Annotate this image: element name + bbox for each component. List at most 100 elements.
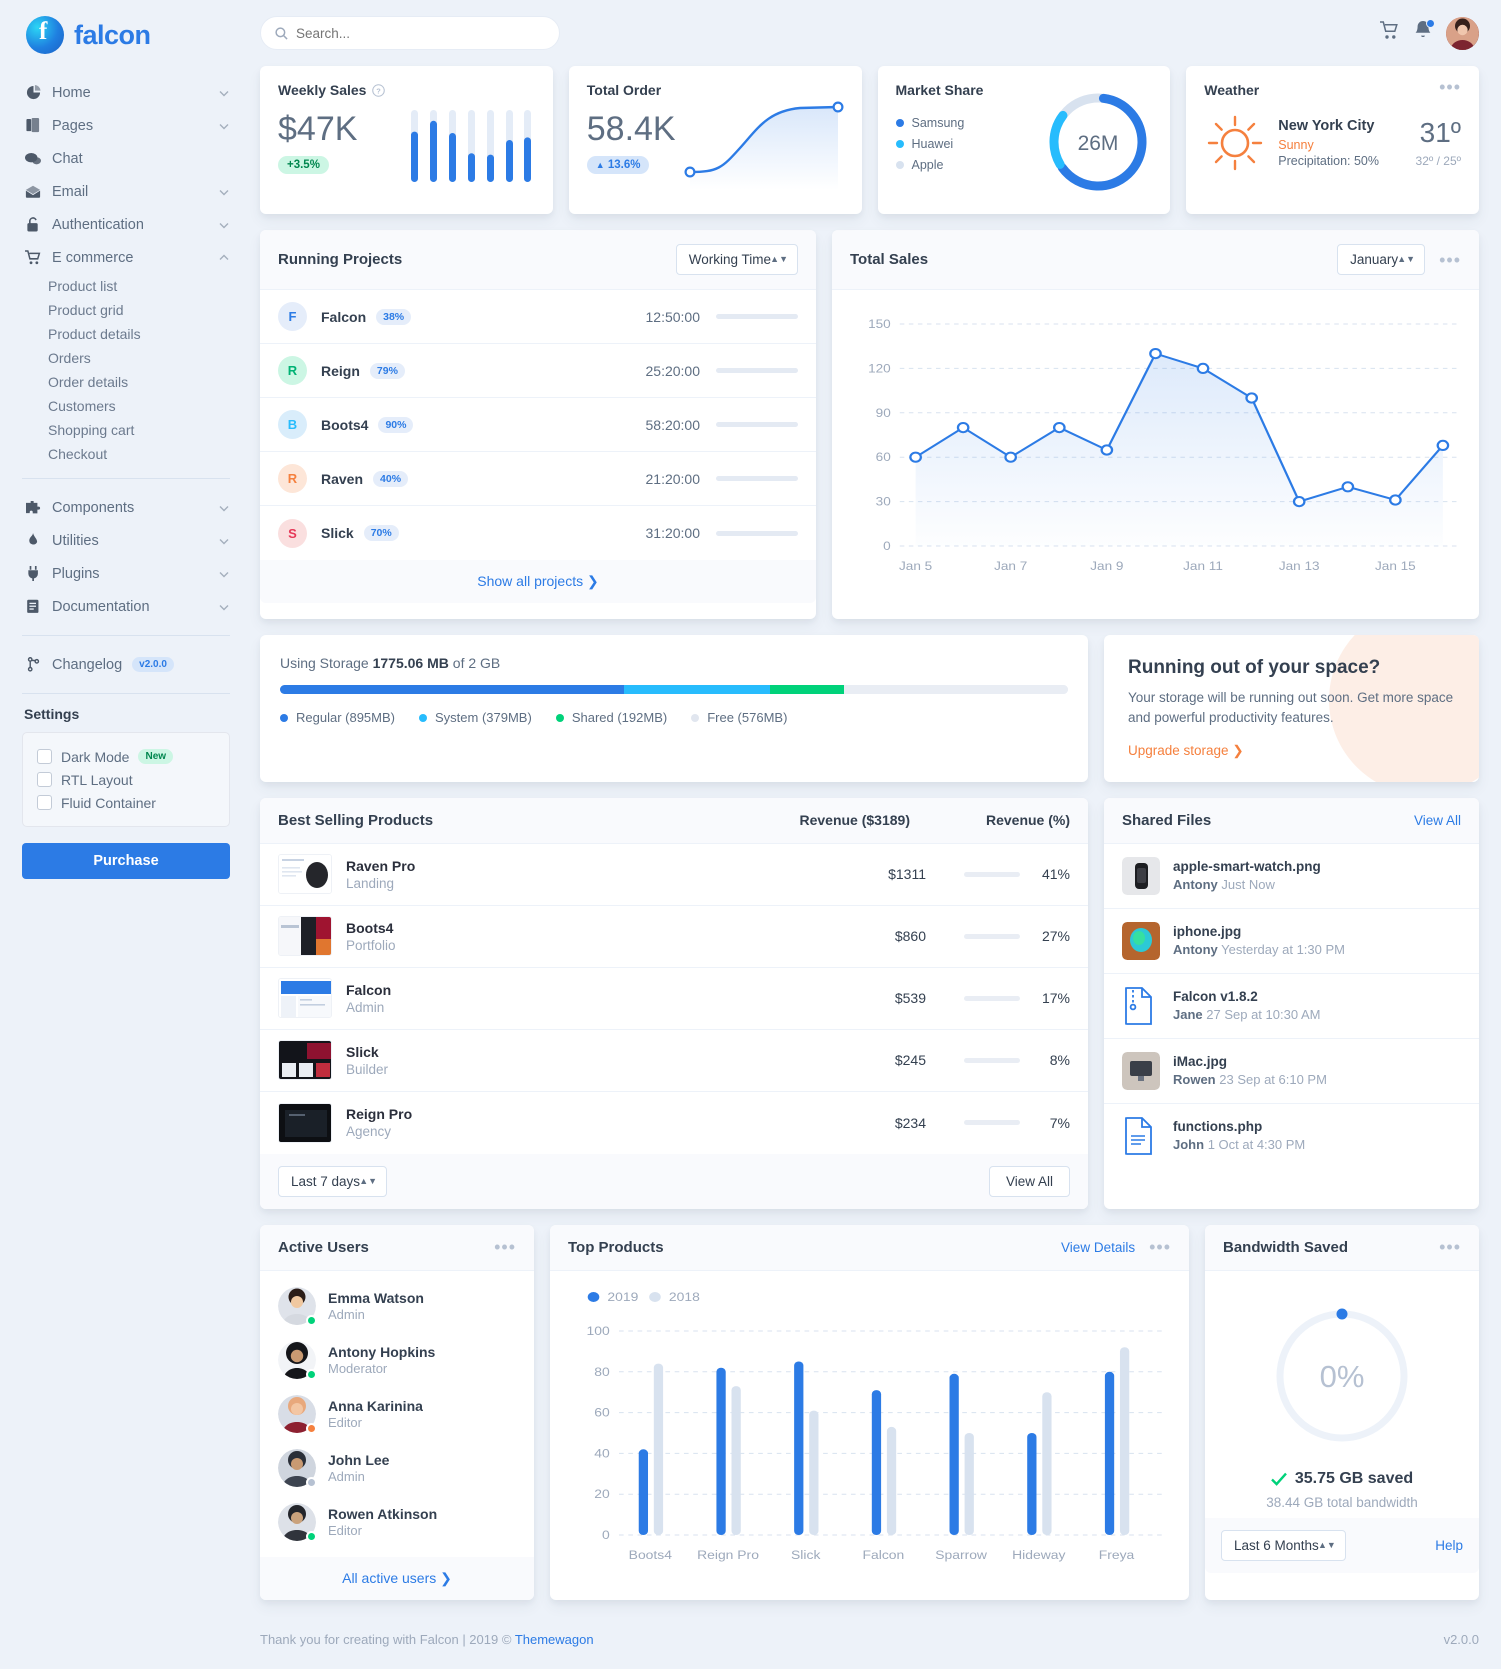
sidebar-item-chat[interactable]: Chat bbox=[22, 142, 230, 175]
sidebar-item-email[interactable]: Email bbox=[22, 175, 230, 208]
sidebar-item-product-details[interactable]: Product details bbox=[48, 326, 141, 342]
notification-bell-icon[interactable] bbox=[1414, 19, 1435, 45]
legend-label: Huawei bbox=[911, 136, 954, 151]
sidebar-item-documentation[interactable]: Documentation bbox=[22, 590, 230, 623]
table-row[interactable]: Reign Pro Agency $234 7% bbox=[260, 1092, 1088, 1154]
select-value: January bbox=[1350, 252, 1399, 267]
bandwidth-total: 38.44 GB total bandwidth bbox=[1266, 1494, 1418, 1510]
table-row[interactable]: Raven Pro Landing $1311 41% bbox=[260, 844, 1088, 906]
legend-dot-2018 bbox=[649, 1291, 661, 1302]
table-row[interactable]: Boots4 Portfolio $860 27% bbox=[260, 906, 1088, 968]
active-users-list: Emma Watson Admin Antony Hopkins bbox=[260, 1271, 534, 1557]
sidebar-item-customers[interactable]: Customers bbox=[48, 398, 116, 414]
project-percent: 38% bbox=[376, 308, 412, 325]
sidebar-item-home[interactable]: Home bbox=[22, 76, 230, 109]
file-owner: Antony bbox=[1173, 942, 1218, 957]
table-row[interactable]: F Falcon 38% 12:50:00 bbox=[260, 290, 816, 344]
sidebar-item-order-details[interactable]: Order details bbox=[48, 374, 129, 390]
list-item[interactable]: apple-smart-watch.png Antony Just Now bbox=[1104, 844, 1479, 909]
file-thumbnail bbox=[1122, 921, 1160, 960]
product-percent: 8% bbox=[1049, 1052, 1070, 1068]
search-input[interactable] bbox=[296, 25, 545, 41]
show-all-projects-link[interactable]: Show all projects ❯ bbox=[260, 560, 816, 603]
product-revenue: $234 bbox=[894, 1114, 926, 1131]
table-row[interactable]: Slick Builder $245 8% bbox=[260, 1030, 1088, 1092]
upgrade-storage-link[interactable]: Upgrade storage ❯ bbox=[1128, 742, 1244, 758]
month-select[interactable]: January ▲▼ bbox=[1337, 244, 1426, 275]
topbar bbox=[248, 0, 1501, 66]
sidebar: falcon Home Pages Chat bbox=[0, 0, 248, 1669]
avatar bbox=[278, 1394, 317, 1434]
legend-dot-shared bbox=[555, 713, 564, 722]
all-active-users-link[interactable]: All active users ❯ bbox=[260, 1556, 534, 1600]
dark-mode-checkbox[interactable] bbox=[37, 749, 52, 764]
working-time-select[interactable]: Working Time ▲▼ bbox=[675, 244, 798, 275]
list-item[interactable]: Antony Hopkins Moderator bbox=[260, 1333, 534, 1387]
ecommerce-subnav: Product list Product grid Product detail… bbox=[22, 274, 230, 466]
active-users-more-icon[interactable]: ••• bbox=[494, 1237, 516, 1257]
rtl-layout-checkbox[interactable] bbox=[37, 772, 52, 787]
svg-text:Jan 11: Jan 11 bbox=[1183, 559, 1223, 573]
sidebar-item-orders[interactable]: Orders bbox=[48, 350, 91, 366]
search-box[interactable] bbox=[260, 16, 560, 50]
total-sales-more-icon[interactable]: ••• bbox=[1439, 249, 1461, 270]
sidebar-item-label: E commerce bbox=[52, 249, 134, 266]
bandwidth-more-icon[interactable]: ••• bbox=[1439, 1237, 1461, 1257]
sidebar-item-pages[interactable]: Pages bbox=[22, 109, 230, 142]
legend-item: Regular (895MB) bbox=[280, 710, 395, 725]
sidebar-item-ecommerce[interactable]: E commerce bbox=[22, 241, 230, 274]
sidebar-item-utilities[interactable]: Utilities bbox=[22, 524, 230, 557]
table-row[interactable]: Falcon Admin $539 17% bbox=[260, 968, 1088, 1030]
lock-icon bbox=[22, 217, 44, 232]
sidebar-item-authentication[interactable]: Authentication bbox=[22, 208, 230, 241]
shared-files-view-all-link[interactable]: View All bbox=[1413, 812, 1461, 828]
setting-dark-mode[interactable]: Dark Mode New bbox=[37, 745, 215, 768]
list-item[interactable]: iMac.jpg Rowen 23 Sep at 6:10 PM bbox=[1104, 1039, 1479, 1104]
setting-fluid-container[interactable]: Fluid Container bbox=[37, 791, 215, 814]
list-item[interactable]: Falcon v1.8.2 Jane 27 Sep at 10:30 AM bbox=[1104, 974, 1479, 1039]
main-area: Weekly Sales ? $47K +3.5% bbox=[248, 0, 1501, 1669]
setting-rtl-layout[interactable]: RTL Layout bbox=[37, 768, 215, 791]
sidebar-item-changelog[interactable]: Changelog v2.0.0 bbox=[22, 648, 230, 681]
list-item[interactable]: Rowen Atkinson Editor bbox=[260, 1495, 534, 1549]
top-products-more-icon[interactable]: ••• bbox=[1149, 1237, 1171, 1257]
sidebar-item-components[interactable]: Components bbox=[22, 491, 230, 524]
view-details-link[interactable]: View Details bbox=[1061, 1239, 1136, 1255]
status-indicator bbox=[306, 1530, 317, 1542]
list-item[interactable]: iphone.jpg Antony Yesterday at 1:30 PM bbox=[1104, 909, 1479, 974]
storage-card: Using Storage 1775.06 MB of 2 GB Regul bbox=[260, 635, 1088, 782]
user-avatar[interactable] bbox=[1446, 16, 1479, 50]
table-row[interactable]: B Boots4 90% 58:20:00 bbox=[260, 398, 816, 452]
sidebar-item-checkout[interactable]: Checkout bbox=[48, 446, 108, 462]
list-item[interactable]: Emma Watson Admin bbox=[260, 1279, 534, 1333]
storage-prefix: Using Storage bbox=[280, 655, 369, 671]
weather-condition: Sunny bbox=[1278, 138, 1314, 152]
list-item[interactable]: John Lee Admin bbox=[260, 1441, 534, 1495]
last-6-months-select[interactable]: Last 6 Months ▲▼ bbox=[1221, 1529, 1346, 1561]
weather-more-icon[interactable]: ••• bbox=[1439, 77, 1461, 97]
sidebar-item-plugins[interactable]: Plugins bbox=[22, 557, 230, 590]
file-name: apple-smart-watch.png bbox=[1173, 859, 1321, 874]
weather-temp-block: 31º 32º / 25º bbox=[1416, 118, 1461, 168]
sidebar-item-product-list[interactable]: Product list bbox=[48, 278, 118, 294]
cart-icon[interactable] bbox=[1380, 21, 1400, 45]
view-all-button[interactable]: View All bbox=[988, 1165, 1070, 1197]
table-row[interactable]: R Raven 40% 21:20:00 bbox=[260, 452, 816, 506]
table-row[interactable]: S Slick 70% 31:20:00 bbox=[260, 506, 816, 560]
list-item[interactable]: Anna Karinina Editor bbox=[260, 1387, 534, 1441]
purchase-button[interactable]: Purchase bbox=[22, 843, 230, 879]
fluid-container-checkbox[interactable] bbox=[37, 795, 52, 810]
help-circle-icon[interactable]: ? bbox=[372, 83, 386, 97]
table-row[interactable]: R Reign 79% 25:20:00 bbox=[260, 344, 816, 398]
brand[interactable]: falcon bbox=[22, 0, 230, 70]
themewagon-link[interactable]: Themewagon bbox=[514, 1631, 594, 1647]
sidebar-item-product-grid[interactable]: Product grid bbox=[48, 302, 124, 318]
user-name: Anna Karinina bbox=[328, 1397, 423, 1414]
total-sales-header: Total Sales January ▲▼ ••• bbox=[832, 230, 1479, 290]
sidebar-item-shopping-cart[interactable]: Shopping cart bbox=[48, 422, 135, 438]
last-7-days-select[interactable]: Last 7 days ▲▼ bbox=[278, 1165, 388, 1197]
help-link[interactable]: Help bbox=[1435, 1537, 1463, 1553]
weather-precipitation: Precipitation: 50% bbox=[1278, 154, 1380, 168]
list-item[interactable]: functions.php John 1 Oct at 4:30 PM bbox=[1104, 1104, 1479, 1168]
select-caret-icon: ▲▼ bbox=[359, 1175, 378, 1186]
